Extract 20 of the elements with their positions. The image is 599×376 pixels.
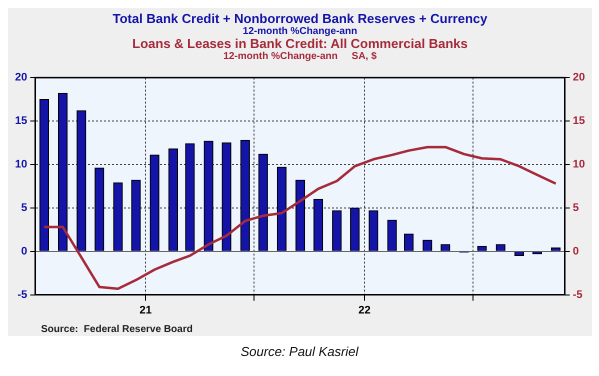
x-tick-label: 21 [139,304,152,316]
text: Loans & Leases in Bank Credit: All Commercial Banks [131,36,469,51]
y-tick-label: -5 [17,288,28,301]
chart-subtitle: 12-month %Change-ann [242,26,358,37]
y2-tick-label: -5 [572,288,583,301]
y2-tick-label: 0 [572,245,579,258]
y-tick-label: 0 [21,245,28,258]
y2-tick-label: 10 [572,158,586,171]
y2-tick-label: 20 [572,72,586,84]
y-tick-label: 15 [14,115,28,128]
text: Total Bank Credit + Nonborrowed Bank Reserves + Currency [112,11,488,26]
text: 12-month %Change-ann SA, $ [222,51,378,62]
y-tick-label: 20 [14,72,28,84]
y2-tick-label: 5 [572,202,579,214]
source-note: Source: Paul Kasriel [240,344,360,359]
y-tick-label: 10 [14,158,28,171]
source-note: Source: Federal Reserve Board [41,324,193,335]
y2-tick-label: 15 [572,115,586,128]
x-tick-label: 22 [358,304,371,316]
y-tick-label: 5 [21,202,28,214]
